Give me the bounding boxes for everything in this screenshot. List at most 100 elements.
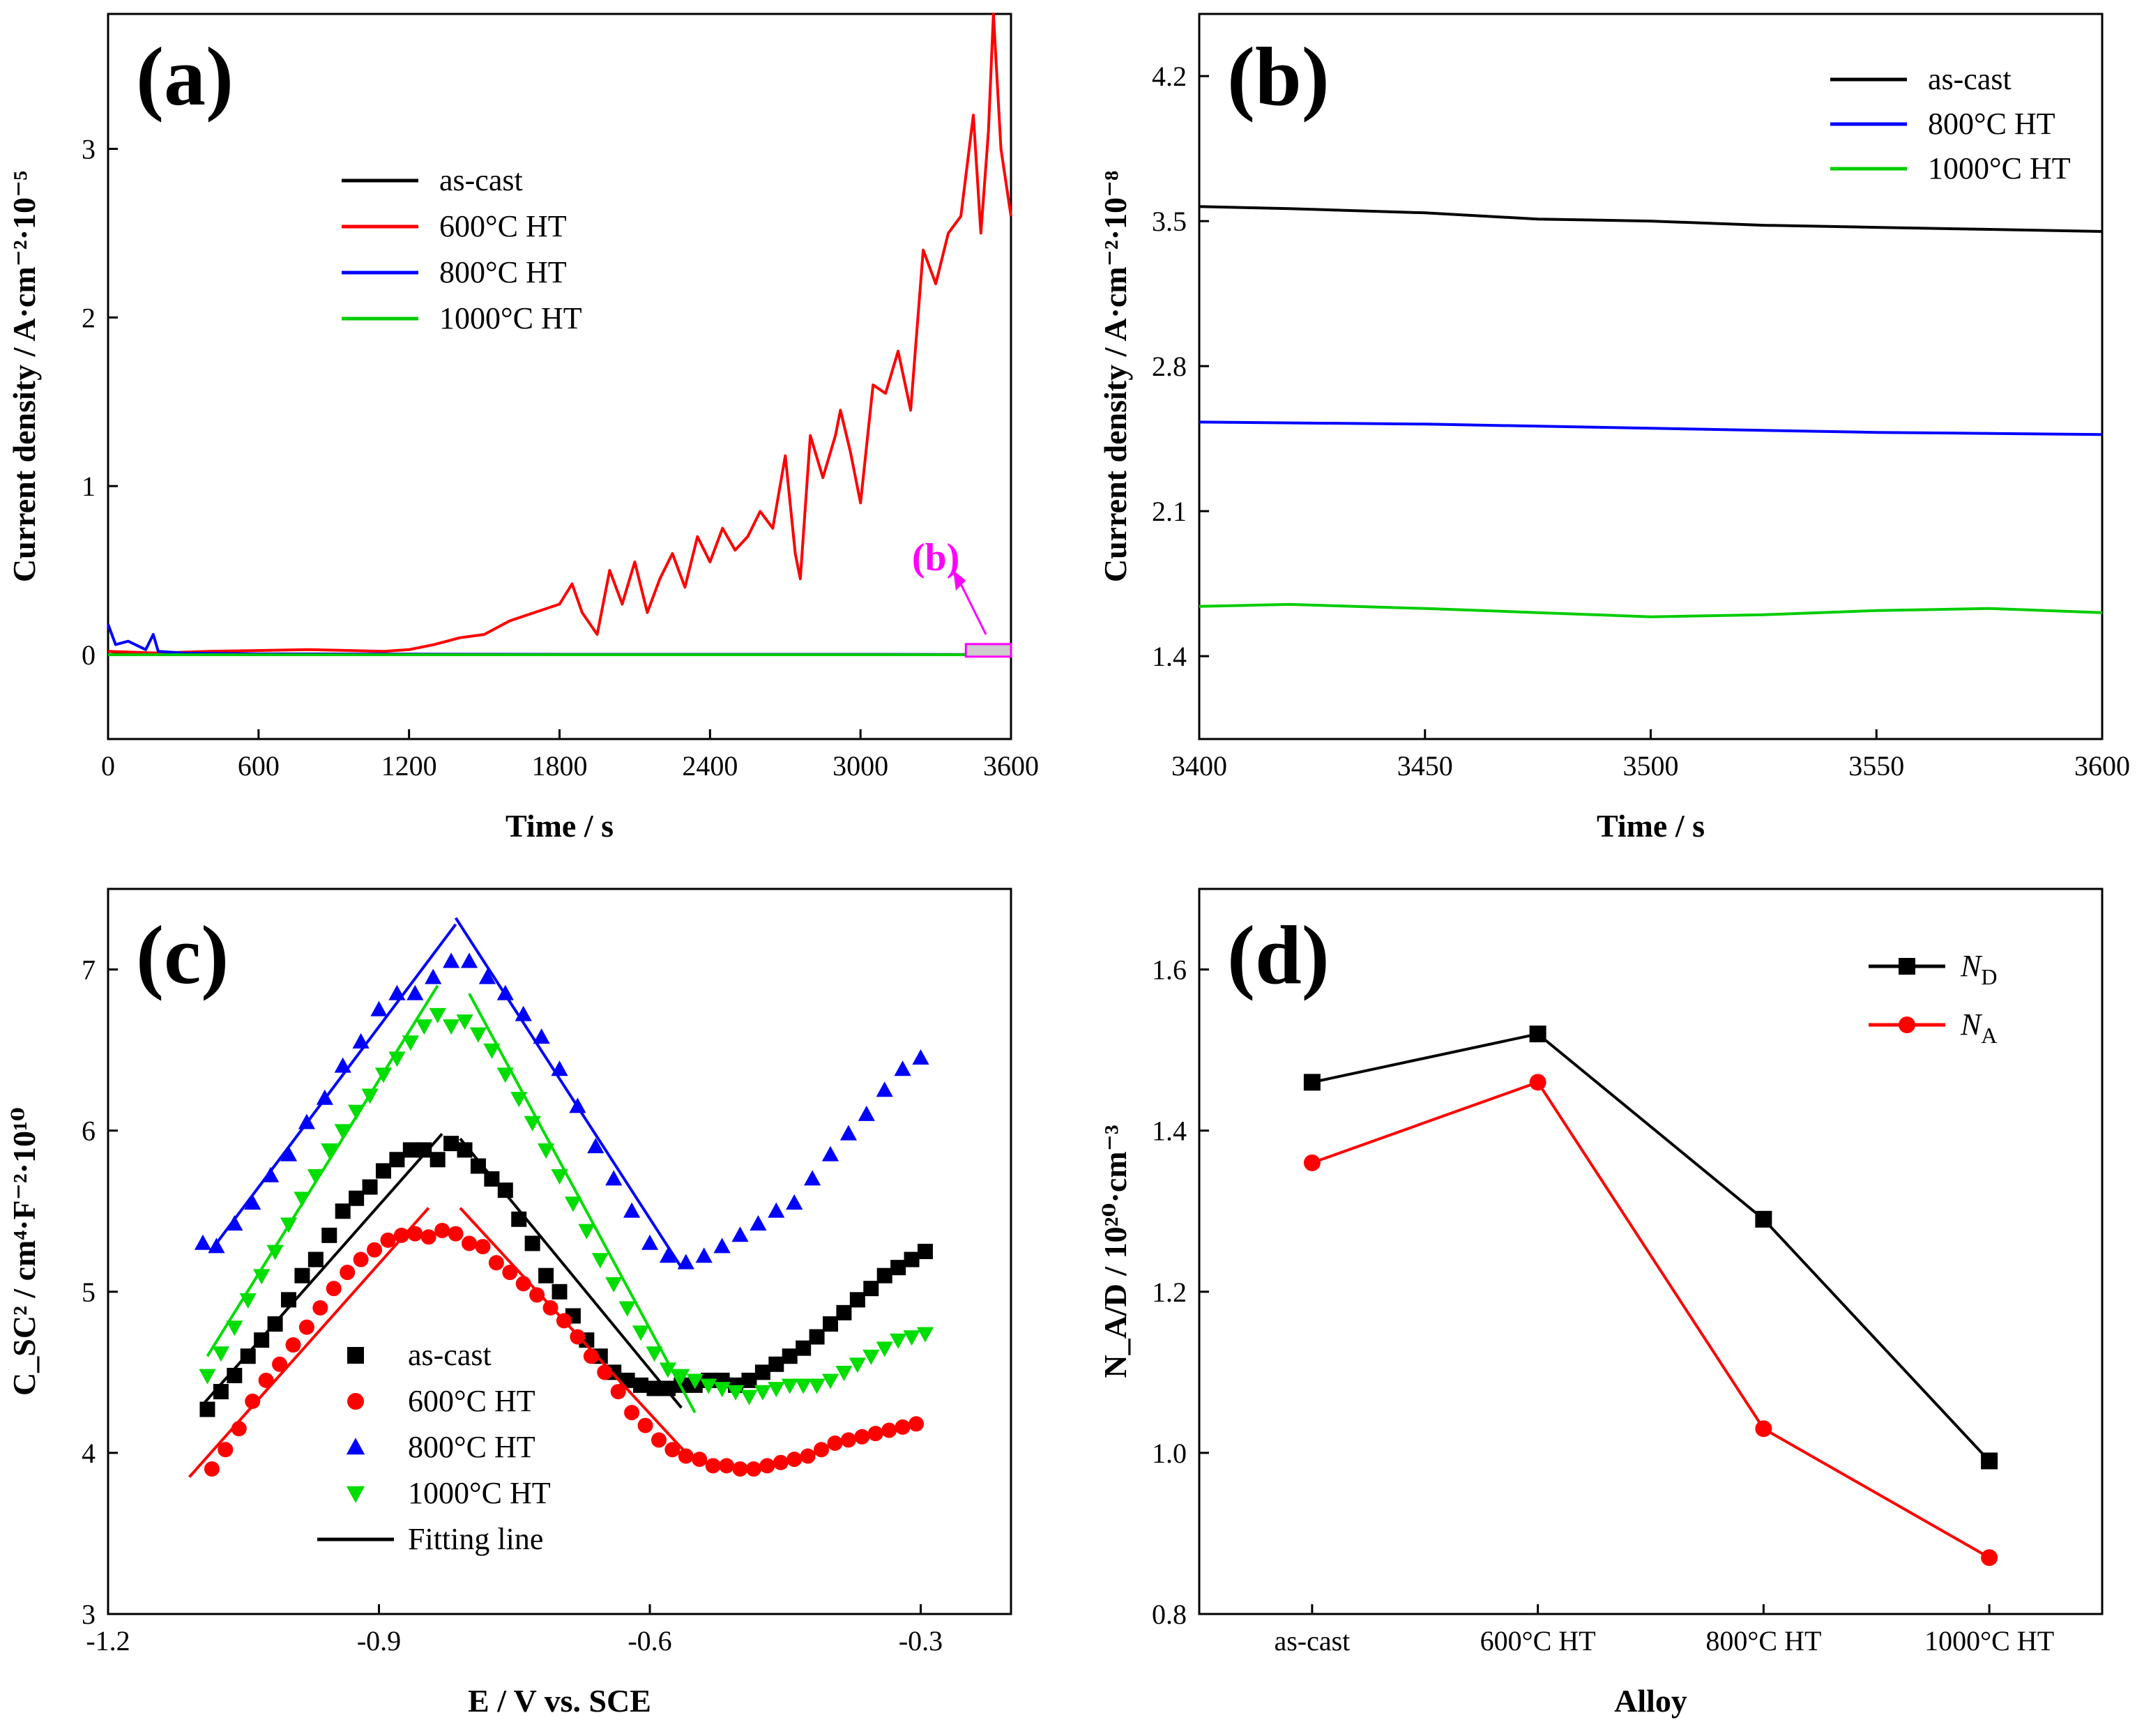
data-point-600°C HT [420,1229,436,1245]
y-axis-label: N_A/D / 10²⁰·cm⁻³ [1097,1125,1133,1378]
x-tick-label: 2400 [682,750,738,782]
data-point-as-cast [836,1304,852,1320]
data-point-as-cast [307,1251,324,1267]
data-point-1000°C HT [849,1357,866,1373]
series-line-N_D [1312,1032,1991,1462]
data-point-600°C HT [462,1235,477,1251]
series-line-1000°C HT [1199,602,2103,618]
data-point-600°C HT [353,1251,369,1267]
data-point-600°C HT [637,1417,653,1433]
data-point-1000°C HT [605,1277,623,1293]
fit-line [459,1207,687,1454]
plot-frame-d [1198,888,2104,1615]
x-axis-label: Alloy [1614,1683,1687,1719]
x-tick-label: as-cast [1274,1625,1350,1657]
data-point-600°C HT [773,1454,789,1470]
data-point-1000°C HT [578,1224,595,1240]
fit-line [459,1137,683,1409]
data-point-as-cast [335,1203,351,1219]
data-point-600°C HT [854,1429,870,1445]
data-point-1000°C HT [253,1269,271,1285]
data-point-600°C HT [786,1452,803,1468]
data-point-as-cast [768,1356,784,1372]
fit-line [188,1207,430,1478]
data-point-as-cast [524,1235,540,1251]
data-point-800°C HT [370,1000,388,1017]
data-point-600°C HT [719,1458,735,1474]
data-point-1000°C HT [740,1389,758,1406]
x-tick-label: 3600 [2074,750,2130,782]
data-point-800°C HT [858,1105,875,1121]
legend-label: 1000°C HT [439,301,582,335]
panel-a: 0 600 1200 1800 2400 3000 3600 0 1 2 3 (b) (a) Time /… [6,13,1039,844]
legend-swatch [347,1393,364,1410]
data-point-as-cast [782,1348,798,1364]
data-point-1000°C HT [916,1327,934,1343]
legend-label: 600°C HT [439,209,567,243]
y-axis-label: Current density / A·cm⁻²·10⁻⁸ [1097,171,1133,582]
data-point-800°C HT [839,1125,857,1141]
data-point-N_D [1529,1026,1546,1042]
data-point-1000°C HT [334,1124,351,1140]
data-point-1000°C HT [321,1143,338,1159]
legend-main: N [1960,1007,1983,1042]
data-point-800°C HT [194,1234,212,1250]
legend-swatch [347,1347,364,1364]
data-point-as-cast [321,1227,337,1243]
data-point-as-cast [890,1260,906,1276]
data-point-1000°C HT [890,1333,907,1349]
data-point-as-cast [538,1267,554,1284]
data-point-800°C HT [731,1226,749,1242]
data-point-1000°C HT [469,1027,487,1043]
data-point-600°C HT [745,1461,761,1477]
data-point-800°C HT [894,1060,911,1076]
data-point-600°C HT [895,1419,911,1435]
data-point-600°C HT [488,1255,504,1271]
data-point-1000°C HT [795,1378,812,1394]
data-point-600°C HT [705,1458,721,1474]
series-line-600°C HT [107,13,1012,655]
data-point-800°C HT [478,968,496,984]
fit-line [206,984,439,1357]
data-point-600°C HT [610,1384,626,1400]
data-point-as-cast [362,1179,378,1195]
fit-line [202,1132,443,1406]
data-point-600°C HT [840,1432,856,1448]
annotation-arrowhead [953,570,966,591]
legend-label: 1000°C HT [1928,151,2071,185]
data-point-600°C HT [867,1426,883,1442]
data-point-as-cast [904,1251,920,1267]
y-tick-label: 1.2 [1152,1277,1187,1308]
legend-label: 800°C HT [1928,107,2055,141]
data-point-N_A [1981,1549,1998,1567]
data-point-600°C HT [732,1461,748,1477]
data-point-600°C HT [908,1416,925,1432]
data-point-600°C HT [218,1442,234,1458]
annotation-label: (b) [912,536,959,579]
annotation-arrow [957,578,987,635]
data-point-as-cast [633,1377,649,1393]
legend-label: 800°C HT [439,255,567,289]
y-tick-label: 1.4 [1152,641,1187,672]
series-line-800°C HT [1199,420,2103,436]
y-tick-label: 7 [82,954,96,986]
plot-frame-a [107,13,1012,740]
data-point-1000°C HT [443,1019,460,1035]
data-point-600°C HT [502,1265,518,1281]
data-point-1000°C HT [496,1067,514,1083]
data-point-600°C HT [285,1337,301,1353]
data-point-1000°C HT [862,1349,880,1365]
panel-d: as-cast 600°C HT 800°C HT 1000°C HT 0.8 1.0 1.… [1097,888,2104,1719]
x-tick-label: 3400 [1171,750,1227,782]
data-point-600°C HT [340,1265,356,1281]
y-tick-label: 1.6 [1152,954,1187,986]
data-point-1000°C HT [564,1196,582,1212]
y-tick-label: 4 [82,1438,96,1469]
data-point-1000°C HT [903,1330,920,1346]
data-point-1000°C HT [713,1382,731,1398]
series-line-N_A [1312,1080,1991,1559]
legend-label: as-cast [1928,62,2012,96]
data-point-800°C HT [821,1145,839,1162]
data-point-600°C HT [664,1442,681,1458]
